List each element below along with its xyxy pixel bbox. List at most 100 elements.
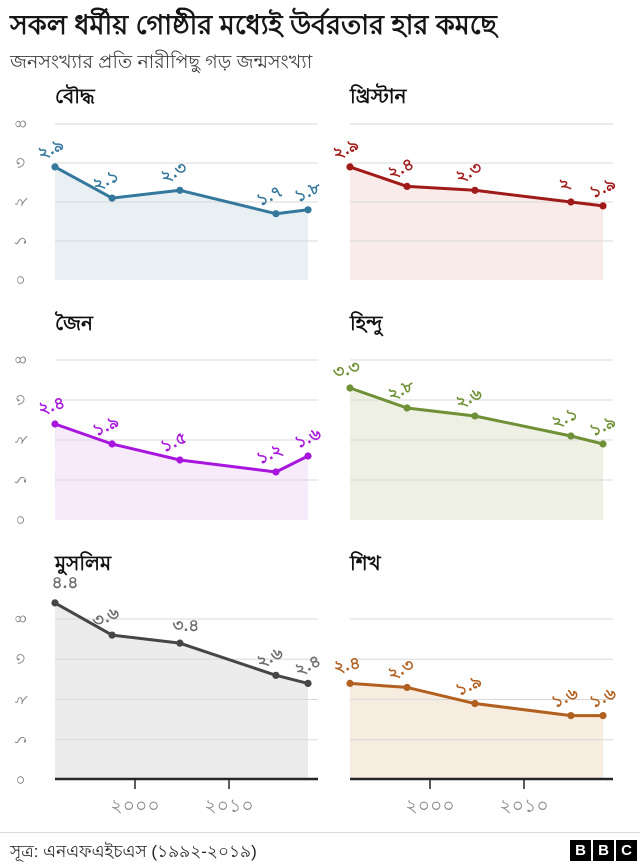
data-point (567, 712, 575, 720)
bbc-logo-block: B (570, 840, 591, 861)
data-point-label: ২.৩ (157, 158, 189, 187)
data-point-label: ১.৫ (157, 428, 189, 457)
data-point (304, 206, 312, 214)
data-point (108, 194, 116, 202)
y-axis-tick-label: ০ (11, 774, 30, 786)
data-point (176, 456, 184, 464)
chart-title-sikh: শিখ (350, 553, 381, 575)
data-point-label: ১.৬ (587, 683, 619, 712)
area-fill (55, 166, 309, 280)
data-point-label: ১.৯ (452, 671, 484, 700)
page-title: সকল ধর্মীয় গোষ্ঠীর মধ্যেই উর্বরতার হার … (10, 10, 497, 40)
data-point (272, 671, 280, 679)
y-axis-tick-label: ৩ (11, 157, 30, 169)
data-point-label: ২ (556, 173, 574, 195)
data-point (403, 182, 411, 190)
data-point-label: ১.২ (253, 440, 285, 469)
chart-title-buddhist: বৌদ্ধ (55, 86, 95, 108)
x-axis-tick-label: ২০১০ (499, 796, 549, 817)
data-point (599, 440, 607, 448)
data-point-label: ২.৯ (330, 135, 362, 164)
y-axis-tick-label: ৩ (11, 394, 30, 406)
data-point (176, 639, 184, 647)
data-point-label: ১.৯ (90, 412, 122, 441)
data-point-label: ৩.৪ (173, 616, 200, 635)
data-point (108, 440, 116, 448)
data-point (272, 210, 280, 218)
bbc-letter: B (575, 842, 586, 859)
area-fill (55, 424, 309, 520)
data-point-label: ২.৪ (292, 651, 324, 680)
data-point-label: ৩.৩ (331, 357, 362, 382)
data-point-label: ২.৪ (36, 393, 67, 418)
chart-title-hindu: হিন্দু (350, 313, 383, 335)
data-point (403, 404, 411, 412)
data-point-label: ৪.৪ (52, 573, 79, 592)
data-point (471, 186, 479, 194)
data-point (599, 712, 607, 720)
data-point (51, 163, 59, 171)
x-axis-tick-label: ২০০০ (110, 796, 160, 817)
page-subtitle: জনসংখ্যার প্রতি নারীপিছু গড় জন্মসংখ্যা (10, 52, 313, 73)
data-point-label: ২.৪ (385, 154, 417, 183)
data-point (51, 599, 59, 607)
data-point-label: ২.৪ (332, 653, 362, 676)
data-point (471, 412, 479, 420)
data-point (304, 679, 312, 687)
data-point-label: ২.১ (548, 404, 580, 433)
x-axis-tick-label: ২০০০ (405, 796, 455, 817)
data-point (567, 198, 575, 206)
y-axis-tick-label: ৩ (11, 653, 30, 665)
source-label: সূত্র: এনএফএইচএস (১৯৯২-২০১৯) (10, 842, 257, 861)
footer-divider (0, 832, 640, 833)
area-fill (350, 388, 604, 520)
data-point (346, 384, 354, 392)
bbc-letter: B (598, 842, 609, 859)
data-point (471, 699, 479, 708)
y-axis-tick-label: ০ (11, 514, 30, 526)
data-point-label: ১.৯ (587, 174, 619, 203)
y-axis-tick-label: ৪ (11, 613, 30, 625)
area-fill (350, 166, 604, 280)
chart-jain: ২.৪ ১.৯ ১.৫ ১.২১.৬ (36, 359, 324, 520)
y-axis-tick-label: ২ (11, 693, 30, 706)
y-axis-tick-label: ০ (11, 274, 30, 286)
data-point (272, 468, 280, 476)
data-point (176, 186, 184, 194)
chart-title-christian: খ্রিস্টান (350, 86, 407, 108)
chart-buddhist: ২.৯২.১ ২.৩১.৭ ১.৮ (35, 123, 325, 280)
y-axis-tick-label: ১ (11, 474, 30, 486)
data-point (346, 679, 354, 687)
data-point-label: ২.৯ (35, 135, 67, 164)
area-fill (350, 683, 604, 780)
bbc-logo-block: B (593, 840, 614, 861)
x-axis-tick-label: ২০১০ (204, 796, 254, 817)
chart-hindu: ৩.৩২.৮ ২.৬২.১ ১.৯ (331, 357, 619, 520)
data-point (599, 202, 607, 210)
y-axis-tick-label: ৪ (11, 118, 30, 130)
data-point-label: ১.৬ (292, 424, 324, 453)
chart-title-muslim: মুসলিম (55, 553, 112, 575)
area-fill (55, 602, 309, 780)
bbc-letter: C (621, 842, 632, 859)
data-point-label: ১.৬ (548, 683, 580, 712)
data-point (51, 420, 59, 428)
data-point (403, 683, 411, 692)
data-point-label: ২.৬ (253, 643, 285, 672)
chart-title-jain: জৈন (55, 313, 93, 335)
chart-sikh: ২.৪ ২.৩১.৯ ১.৬ ১.৬ (332, 618, 619, 789)
data-point (304, 452, 312, 460)
y-axis-tick-label: ৪ (11, 354, 30, 366)
chart-christian: ২.৯ ২.৪ ২.৩ ২ ১.৯ (330, 123, 619, 280)
y-axis-tick-label: ২ (11, 434, 30, 446)
data-point-label: ১.৭ (253, 181, 285, 210)
data-point-label: ১.৮ (292, 177, 325, 206)
data-point-label: ১.৯ (587, 412, 619, 441)
y-axis-tick-label: ১ (11, 734, 30, 746)
y-axis-tick-label: ২ (11, 196, 30, 208)
y-axis-tick-label: ১ (11, 235, 30, 247)
data-point-label: ২.৩ (452, 158, 484, 187)
chart-muslim: ৪.৪৩.৬ ৩.৪২.৬ ২.৪ (51, 573, 324, 789)
data-point (567, 432, 575, 440)
